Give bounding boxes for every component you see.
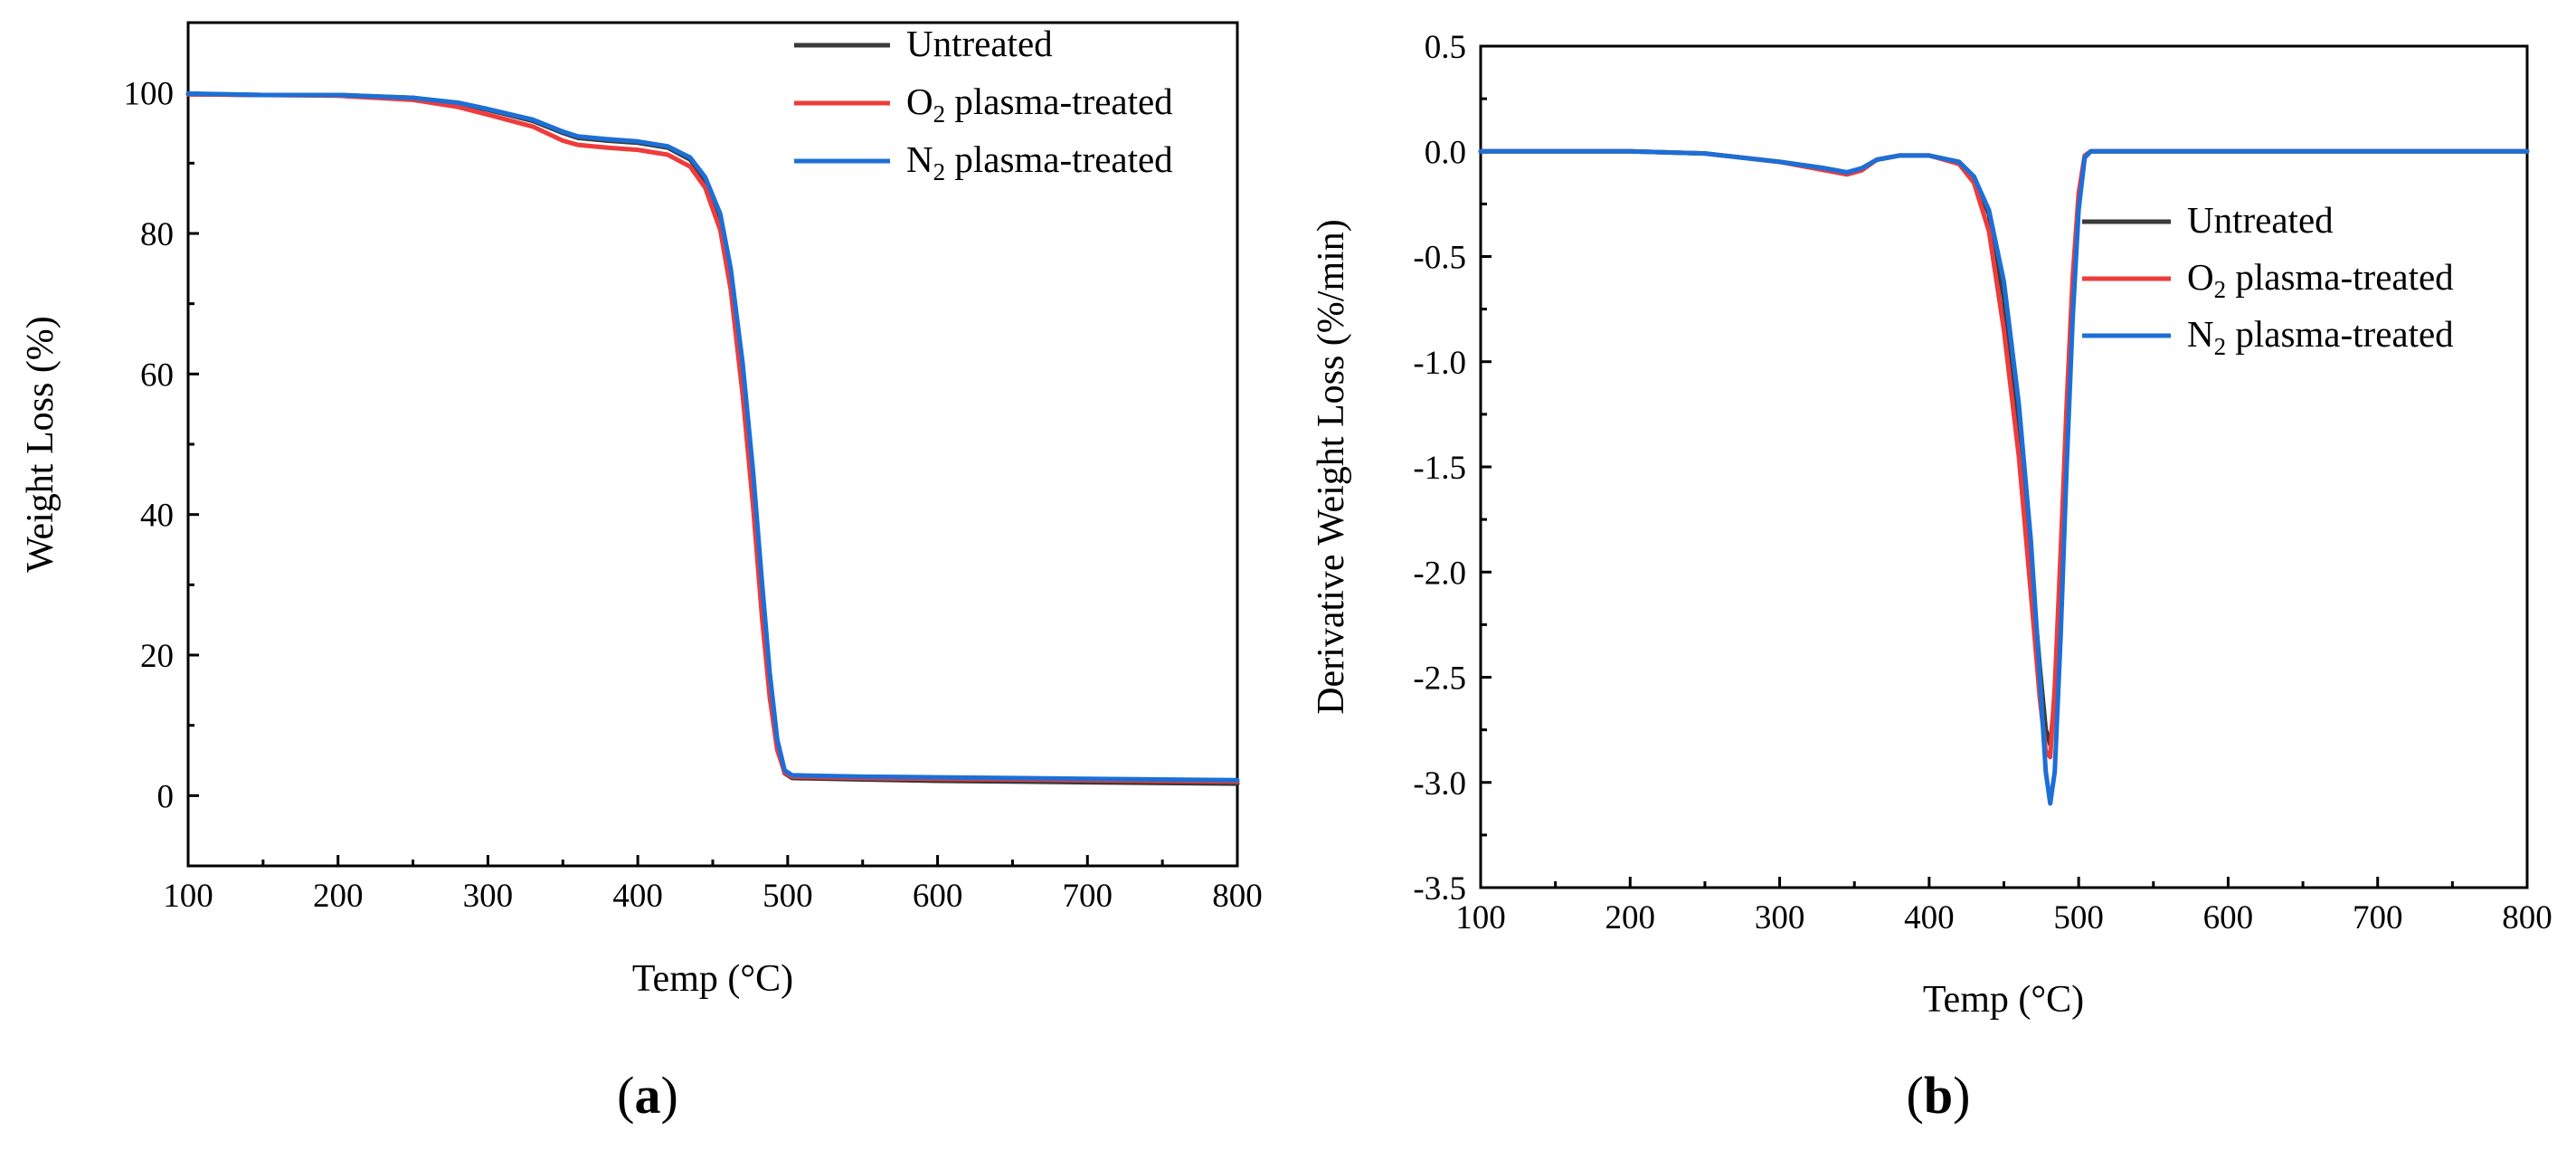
panel-b-chart: 100 200 300 400 500 600 700 800 0.5 0.0 -0.5 -1.0 -… (1311, 29, 2552, 1125)
y-tick-label: -1.0 (1413, 345, 1466, 382)
panel-b-y-axis-title: Derivative Weight Loss (%/min) (1311, 219, 1352, 715)
x-tick-label: 800 (2502, 899, 2552, 936)
x-tick-label: 500 (762, 878, 813, 915)
legend-label: N2 plasma-treated (2187, 313, 2454, 360)
y-tick-label: -2.0 (1413, 555, 1466, 592)
x-tick-label: 300 (463, 878, 514, 915)
panel-a-label-letter: a (635, 1066, 661, 1125)
x-tick-label: 500 (2053, 899, 2104, 936)
legend-label: N2 plasma-treated (906, 138, 1173, 185)
panel-b-plot-frame (1479, 44, 2529, 889)
y-tick-label: 20 (140, 638, 174, 675)
x-tick-label: 100 (1455, 899, 1506, 936)
x-tick-label: 700 (1063, 878, 1113, 915)
panel-b-x-axis-title: Temp (°C) (1923, 979, 2084, 1021)
y-tick-label: -3.5 (1413, 870, 1466, 908)
series-line-n2-plasma-treated (185, 90, 1240, 783)
y-tick-label: -2.5 (1413, 661, 1466, 698)
series-line-untreated (1478, 148, 2530, 747)
panel-a-x-axis-title: Temp (°C) (632, 958, 793, 1000)
panel-a-chart: 100 200 300 400 500 600 700 800 0 20 40 60 80 100 Un… (20, 21, 1263, 1125)
y-tick-label: 0 (157, 778, 175, 815)
y-tick-label: 40 (140, 498, 174, 535)
x-tick-label: 200 (313, 878, 364, 915)
y-tick-label: 100 (124, 76, 175, 113)
y-tick-label: -3.0 (1413, 765, 1466, 803)
legend-label: O2 plasma-treated (906, 81, 1173, 128)
x-tick-label: 800 (1212, 878, 1263, 915)
x-tick-label: 600 (913, 878, 963, 915)
x-tick-label: 100 (163, 878, 213, 915)
x-tick-label: 400 (1904, 899, 1955, 936)
y-tick-label: -1.5 (1413, 450, 1466, 487)
y-tick-label: -0.5 (1413, 240, 1466, 277)
x-tick-label: 400 (612, 878, 663, 915)
y-tick-label: 0.5 (1425, 29, 1466, 66)
panel-a-label: (a) (617, 1066, 678, 1125)
legend-label: O2 plasma-treated (2187, 256, 2454, 303)
x-tick-label: 600 (2203, 899, 2254, 936)
panel-b-label: (b) (1907, 1066, 1971, 1125)
panel-b-label-letter: b (1924, 1066, 1953, 1125)
legend-label: Untreated (906, 23, 1053, 64)
series-line-n2-plasma-treated (1478, 148, 2530, 806)
series-line-o2-plasma-treated (1478, 148, 2530, 760)
x-tick-label: 300 (1755, 899, 1805, 936)
legend-label: Untreated (2187, 199, 2334, 241)
y-tick-label: 0.0 (1425, 134, 1466, 171)
x-tick-label: 700 (2353, 899, 2403, 936)
panel-a-y-axis-title: Weight Loss (%) (20, 316, 62, 573)
x-tick-label: 200 (1605, 899, 1656, 936)
y-tick-label: 60 (140, 356, 174, 394)
y-tick-label: 80 (140, 216, 174, 253)
